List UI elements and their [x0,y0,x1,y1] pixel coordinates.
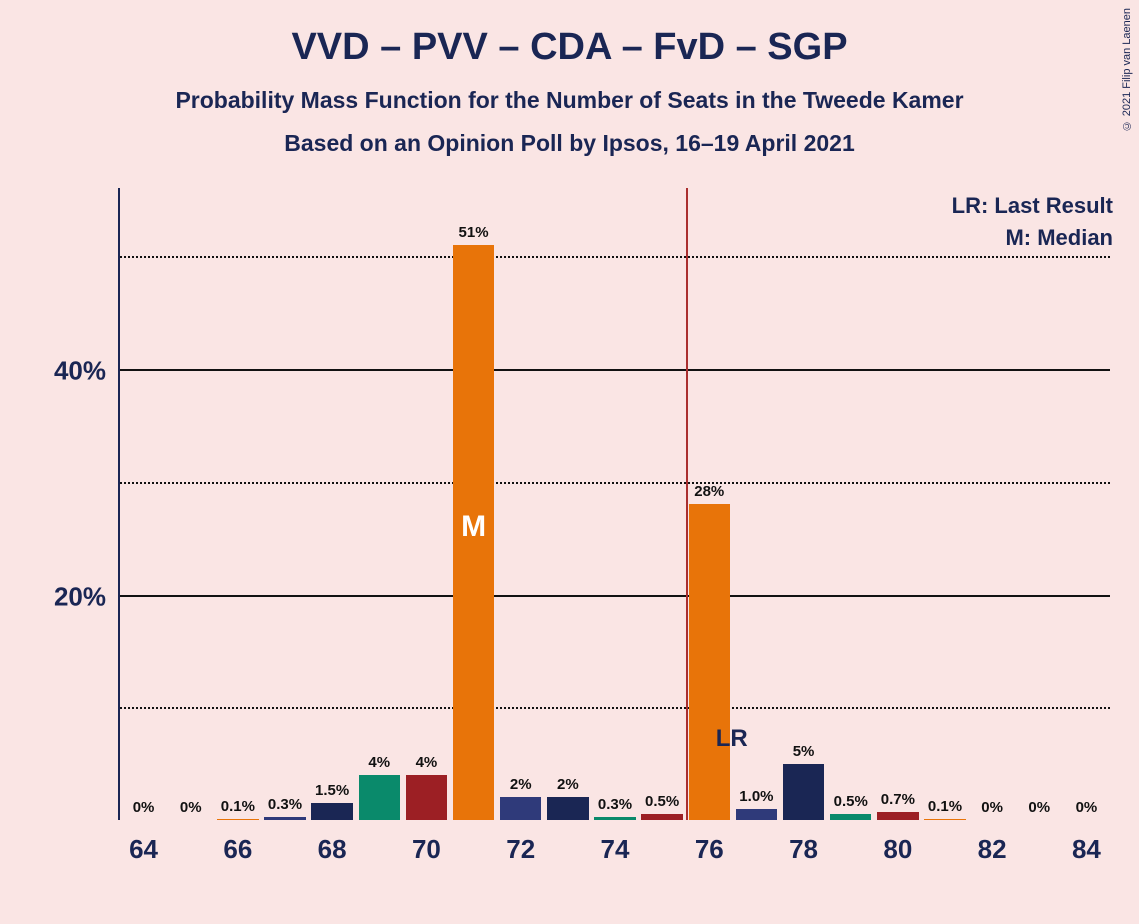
bar-slot: 0.5% [830,200,871,820]
bar-value-label: 2% [510,776,532,793]
bar: 0.3% [594,817,635,820]
bar-value-label: 0.1% [928,798,962,815]
bar-slot: 0.1% [924,200,965,820]
bar-value-label: 1.0% [739,788,773,805]
bar-value-label: 0.5% [834,793,868,810]
bar-value-label: 0% [133,799,155,816]
bar-slot: 0.3% [594,200,635,820]
bar-slot: 0% [971,200,1012,820]
bar-value-label: 0.3% [268,796,302,813]
bar: 28% [689,504,730,820]
x-axis-label: 78 [789,834,818,865]
bar: 0.5% [830,814,871,820]
bar-slot: 5% [783,200,824,820]
bar: 0.7% [877,812,918,820]
plot-area: 20%40%0%0%0.1%0.3%1.5%4%4%51%M2%2%0.3%0.… [120,200,1110,820]
bar-slot: 4% [406,200,447,820]
bar-slot: 2% [547,200,588,820]
bar-value-label: 0% [180,799,202,816]
bar-value-label: 2% [557,776,579,793]
x-axis-label: 74 [601,834,630,865]
last-result-label: LR [716,725,748,753]
bar: 5% [783,764,824,820]
bar-value-label: 0.5% [645,793,679,810]
bar: 0.1% [924,819,965,820]
bar: 2% [547,797,588,820]
bar-slot: 0.1% [217,200,258,820]
bar-slot: 0% [170,200,211,820]
bar: 0.5% [641,814,682,820]
bar: 2% [500,797,541,820]
bar-value-label: 1.5% [315,782,349,799]
bar-slot: 0% [1019,200,1060,820]
bar-slot: 51% M [453,200,494,820]
x-axis-label: 68 [318,834,347,865]
bar-value-label: 28% [694,483,724,500]
bar-value-label: 0.3% [598,796,632,813]
x-axis-label: 64 [129,834,158,865]
bar: 4% [406,775,447,820]
bar-slot: 0.3% [264,200,305,820]
y-axis-label: 40% [54,356,106,387]
bar: 1.5% [311,803,352,820]
credit-text: © 2021 Filip van Laenen [1121,8,1133,131]
bar-slot: 0% [123,200,164,820]
y-axis [118,188,120,820]
bar-slot: 4% [359,200,400,820]
bar-value-label: 4% [368,754,390,771]
x-axis-label: 76 [695,834,724,865]
bar-value-label: 0% [981,799,1003,816]
x-axis-label: 82 [978,834,1007,865]
bar-slot: 2% [500,200,541,820]
median-marker: M [461,510,486,544]
bar-slot: 0% [1066,200,1107,820]
chart-subtitle-2: Based on an Opinion Poll by Ipsos, 16–19… [0,130,1139,157]
bar-value-label: 51% [459,224,489,241]
x-axis-label: 70 [412,834,441,865]
bar-slot: 0.7% [877,200,918,820]
bar-slot: 1.5% [311,200,352,820]
chart-title: VVD – PVV – CDA – FvD – SGP [0,26,1139,69]
chart-container: © 2021 Filip van Laenen VVD – PVV – CDA … [0,0,1139,924]
bar-value-label: 4% [416,754,438,771]
bar-value-label: 0.7% [881,791,915,808]
bar-value-label: 5% [793,743,815,760]
x-axis-label: 66 [223,834,252,865]
x-axis-label: 80 [883,834,912,865]
bar-value-label: 0.1% [221,798,255,815]
last-result-line [686,188,688,820]
chart-subtitle: Probability Mass Function for the Number… [0,87,1139,114]
bar: 4% [359,775,400,820]
y-axis-label: 20% [54,581,106,612]
bar-value-label: 0% [1028,799,1050,816]
bar-slot: 0.5% [641,200,682,820]
bar: 1.0% [736,809,777,820]
bar: 51%M [453,245,494,820]
x-axis-label: 72 [506,834,535,865]
x-axis-label: 84 [1072,834,1101,865]
bar: 0.1% [217,819,258,820]
bar-value-label: 0% [1076,799,1098,816]
bar: 0.3% [264,817,305,820]
